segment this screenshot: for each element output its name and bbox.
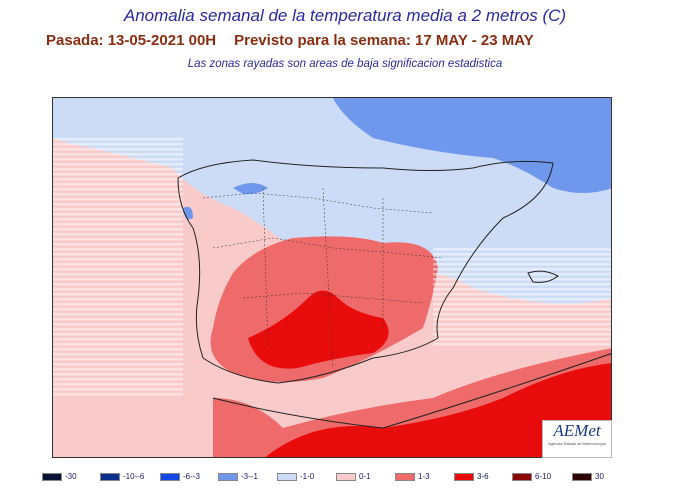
africa-coastline (212, 353, 611, 429)
legend-item: -10--6 (100, 472, 144, 481)
legend-item: 6-10 (512, 472, 551, 481)
legend-item: -30 (42, 472, 77, 481)
legend-item: 0-1 (336, 472, 371, 481)
significance-note: Las zonas rayadas son areas de baja sign… (187, 58, 503, 70)
hatched-area-west (53, 138, 183, 398)
aemet-logo: AEMet Agencia Estatal de Meteorología (542, 420, 612, 458)
hatched-area-east (433, 248, 611, 348)
forecast-week: Previsto para la semana: 17 MAY - 23 MAY (234, 32, 534, 49)
run-date: Pasada: 13-05-2021 00H (46, 32, 217, 49)
balearic-islands (527, 270, 559, 283)
legend-swatch (395, 472, 415, 481)
legend-swatch (454, 472, 474, 481)
region-borders (202, 187, 444, 369)
anomaly-zone-3-6-south (265, 363, 611, 457)
legend-item: 1-3 (395, 472, 430, 481)
legend-item: -6--3 (160, 472, 200, 481)
anomaly-zone-minus3-minus1-small (183, 183, 268, 220)
legend-item: -3--1 (218, 472, 258, 481)
legend-swatch (42, 472, 62, 481)
legend-swatch (336, 472, 356, 481)
anomaly-zone-minus3-minus1 (333, 98, 611, 193)
anomaly-map (52, 97, 612, 458)
legend-swatch (572, 472, 592, 481)
legend-item: -1-0 (277, 472, 314, 481)
anomaly-map-svg (53, 98, 611, 457)
legend-item: 30 (572, 472, 604, 481)
map-title: Anomalia semanal de la temperatura media… (123, 6, 567, 25)
anomaly-zone-3-6 (248, 290, 389, 369)
iberia-coastline (177, 159, 554, 384)
legend-swatch (100, 472, 120, 481)
legend-swatch (277, 472, 297, 481)
legend-swatch (160, 472, 180, 481)
legend-item: 3-6 (454, 472, 489, 481)
legend-swatch (512, 472, 532, 481)
legend-swatch (218, 472, 238, 481)
map-subtitle: Pasada: 13-05-2021 00H Previsto para la s… (46, 32, 552, 49)
